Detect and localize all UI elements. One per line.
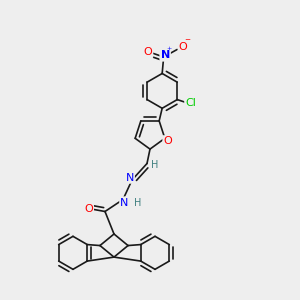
Text: O: O	[143, 47, 152, 57]
Text: H: H	[151, 160, 158, 170]
Text: $^+$: $^+$	[165, 46, 173, 55]
Text: N: N	[160, 50, 170, 61]
Text: H: H	[134, 197, 142, 208]
Text: O: O	[84, 203, 93, 214]
Text: O: O	[179, 42, 188, 52]
Text: O: O	[164, 136, 172, 146]
Text: N: N	[125, 172, 134, 183]
Text: $^-$: $^-$	[183, 37, 192, 47]
Text: N: N	[120, 197, 129, 208]
Text: Cl: Cl	[185, 98, 196, 108]
